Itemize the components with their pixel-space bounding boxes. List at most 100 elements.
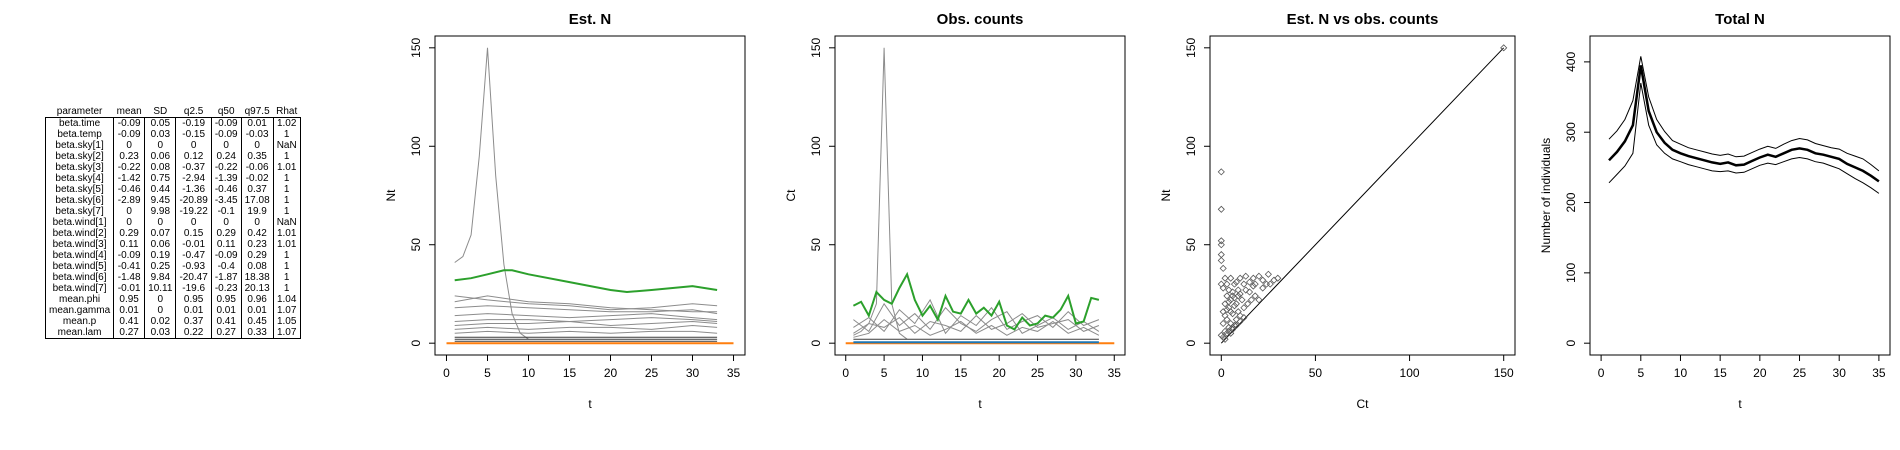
scatter-point (1230, 280, 1239, 288)
y-tick-label: 50 (809, 238, 823, 252)
plot-frame (1589, 35, 1891, 356)
table-cell: beta.sky[3] (44, 162, 115, 173)
scatter-point (1266, 280, 1274, 288)
series-line (454, 305, 718, 315)
scatter-point (1219, 284, 1227, 292)
table-cell: 1 (272, 173, 301, 184)
table-cell: 0.95 (175, 294, 212, 305)
table-cell: beta.sky[1] (44, 140, 115, 151)
table-cell: beta.wind[1] (44, 217, 115, 228)
table-cell: -0.01 (175, 239, 212, 250)
x-tick-label: 15 (1713, 366, 1727, 380)
y-tick-label: 0 (1564, 340, 1578, 347)
scatter-point (1230, 302, 1239, 310)
chart-panel: Est. N vs obs. counts 0 50 100 150 0 50 100 150 C… (1159, 11, 1516, 411)
table-cell: 1 (272, 283, 301, 294)
table-cell: 1 (272, 261, 301, 272)
y-tick-label: 300 (1564, 122, 1578, 142)
y-axis-label: Ct (784, 189, 798, 202)
table-row: beta.sky[6] -2.89 9.45 -20.89 -3.45 17.08 1 (44, 195, 301, 206)
table-row: beta.wind[7] -0.01 10.11 -19.6 -0.23 20.13 1 (44, 283, 301, 294)
table-cell: 1 (272, 206, 301, 217)
x-tick-label: 50 (1309, 366, 1323, 380)
y-axis-label: Nt (384, 189, 398, 202)
scatter-point (1217, 256, 1225, 265)
scatter-point (1236, 290, 1244, 298)
y-tick-label: 400 (1564, 52, 1578, 72)
scatter-point (1242, 286, 1250, 294)
table-row: mean.lam 0.27 0.03 0.22 0.27 0.33 1.07 (44, 327, 301, 339)
x-tick-label: 30 (1833, 366, 1847, 380)
scatter-point (1219, 264, 1227, 272)
x-axis-label: t (588, 397, 592, 411)
table-cell: 0.15 (175, 228, 212, 239)
scatter-point (1274, 274, 1282, 282)
x-tick-label: 20 (604, 366, 618, 380)
series-line (454, 295, 718, 311)
scatter-point (1227, 274, 1235, 282)
series-line (853, 318, 1100, 338)
table-cell: -1.36 (175, 184, 212, 195)
table-cell: -0.47 (175, 250, 212, 261)
table-cell: -0.19 (175, 117, 212, 129)
scatter-point (1236, 274, 1244, 282)
table-cell: 0.01 (175, 305, 212, 316)
y-tick-label: 200 (1564, 192, 1578, 212)
table-cell: 1 (272, 184, 301, 195)
scatter-point (1251, 292, 1259, 300)
table-row: beta.sky[3] -0.22 0.08 -0.37 -0.22 -0.06 1.01 (44, 162, 301, 173)
y-tick-label: 0 (1184, 340, 1198, 347)
series-line (454, 295, 718, 313)
chart-panel: Total N 0 5 10 15 20 25 30 35 0 100 200 300 400 t Numbe… (1539, 11, 1891, 411)
x-tick-label: 150 (1494, 366, 1514, 380)
table-cell: beta.temp (44, 129, 115, 140)
scatter-point (1225, 298, 1233, 306)
x-axis-label: t (978, 397, 982, 411)
upper-ci-line (1608, 56, 1880, 172)
x-tick-label: 35 (1872, 366, 1886, 380)
scatter-point (1219, 319, 1227, 328)
series-line (454, 269, 718, 294)
scatter-point (1227, 308, 1235, 316)
table-row: beta.temp -0.09 0.03 -0.15 -0.09 -0.03 1 (44, 129, 301, 140)
x-tick-label: 25 (1793, 366, 1807, 380)
scatter-point (1242, 272, 1250, 280)
table-cell: mean.lam (44, 327, 115, 339)
table-cell: 1.01 (272, 228, 301, 239)
y-axis-label: Nt (1159, 189, 1173, 202)
scatter-point (1217, 168, 1225, 176)
x-tick-label: 25 (1031, 366, 1045, 380)
x-tick-label: 15 (954, 366, 968, 380)
scatter-point (1232, 300, 1240, 308)
plot-frame (834, 35, 1126, 356)
table-cell: 0.37 (175, 316, 212, 327)
posterior-summary-table: parameter mean SD q2.5 q50 q97.5 Rhat beta.tim… (44, 105, 301, 339)
table-cell: -20.47 (175, 272, 212, 283)
y-tick-label: 50 (1184, 238, 1198, 252)
table-cell: mean.phi (44, 294, 115, 305)
table-cell: 1.02 (272, 117, 301, 129)
table-cell: -20.89 (175, 195, 212, 206)
x-axis-label: Ct (1357, 397, 1370, 411)
table-cell: NaN (272, 217, 301, 228)
table-row: beta.sky[5] -0.46 0.44 -1.36 -0.46 0.37 1 (44, 184, 301, 195)
scatter-point (1249, 282, 1257, 290)
x-tick-label: 5 (484, 366, 491, 380)
x-tick-label: 5 (1637, 366, 1644, 380)
scatter-point (1234, 292, 1242, 300)
x-tick-label: 100 (1400, 366, 1420, 380)
table-cell: 1.05 (272, 316, 301, 327)
x-tick-label: 25 (645, 366, 659, 380)
plot-frame (1209, 35, 1516, 356)
column-header: q50 (217, 105, 235, 117)
x-tick-label: 20 (993, 366, 1007, 380)
table-cell: -0.93 (175, 261, 212, 272)
chart-title: Total N (1715, 11, 1765, 28)
scatter-point (1234, 286, 1242, 294)
table-row: beta.sky[2] 0.23 0.06 0.12 0.24 0.35 1 (44, 151, 301, 162)
series-line (853, 302, 1100, 334)
table-cell: 1.07 (272, 327, 301, 339)
x-tick-label: 35 (1108, 366, 1122, 380)
table-cell: beta.wind[7] (44, 283, 115, 294)
